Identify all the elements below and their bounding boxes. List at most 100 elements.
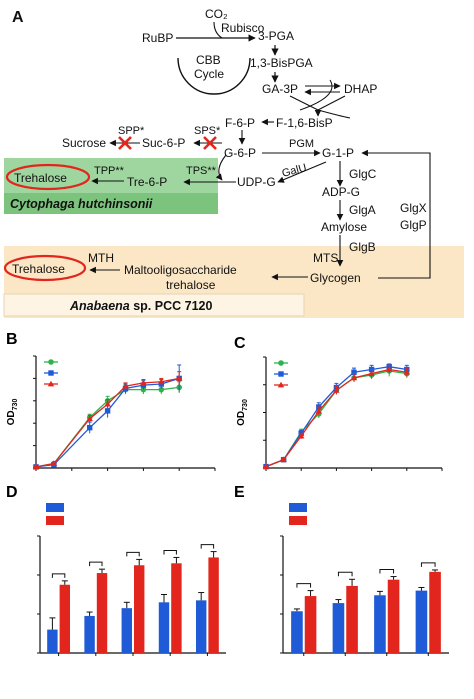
glgb-label: GlgB bbox=[349, 240, 376, 254]
panel-letter-c: C bbox=[234, 335, 246, 352]
adpg-label: ADP-G bbox=[322, 185, 360, 199]
ga3p-side-curve bbox=[299, 79, 333, 111]
growth-chart-c: OD730 bbox=[236, 356, 443, 471]
bar bbox=[374, 595, 386, 653]
data-point bbox=[403, 368, 410, 375]
bar bbox=[346, 585, 358, 653]
bar bbox=[121, 608, 132, 653]
legend-marker bbox=[48, 370, 54, 376]
data-point bbox=[87, 424, 93, 431]
spp-label: SPP* bbox=[118, 125, 145, 137]
data-point bbox=[32, 463, 40, 470]
significance-bracket bbox=[51, 573, 66, 578]
significance-bracket bbox=[89, 561, 103, 567]
data-point bbox=[262, 463, 270, 470]
glga-label: GlgA bbox=[349, 203, 376, 217]
bar bbox=[195, 600, 207, 653]
panel-letter-d: D bbox=[6, 484, 18, 501]
anabaena-label: Anabaena sp. PCC 7120 bbox=[69, 299, 212, 313]
malto-label-1: Maltooligosaccharide bbox=[124, 263, 237, 277]
bar bbox=[387, 579, 400, 653]
trehalose-bar-chart-d bbox=[37, 503, 226, 656]
g1p-label: G-1-P bbox=[322, 146, 354, 160]
trehalose-label-2: Trehalose bbox=[12, 262, 65, 276]
trehalose-highlight-2 bbox=[3, 254, 87, 282]
legend-marker bbox=[48, 359, 54, 365]
f16bisp-label: F-1,6-BisP bbox=[276, 116, 333, 130]
data-point bbox=[351, 369, 357, 375]
suc6p-label: Suc-6-P bbox=[142, 136, 185, 150]
dhap-label: DHAP bbox=[344, 82, 377, 96]
significance-bracket bbox=[379, 569, 395, 574]
malto-label-2: trehalose bbox=[166, 278, 216, 292]
cytophaga-label-bar bbox=[4, 193, 218, 214]
data-point bbox=[140, 386, 147, 393]
f6p-label: F-6-P bbox=[225, 116, 255, 130]
bar bbox=[158, 602, 170, 653]
bar bbox=[59, 584, 71, 653]
tre6p-label: Tre-6-P bbox=[127, 175, 167, 189]
legend-marker bbox=[47, 380, 55, 387]
glgp-label: GlgP bbox=[400, 218, 427, 232]
rubp-label: RuBP bbox=[142, 31, 173, 45]
bar bbox=[134, 565, 145, 653]
sps-label: SPS* bbox=[194, 125, 221, 137]
data-point bbox=[315, 407, 322, 414]
panel-letter-e: E bbox=[234, 484, 245, 501]
significance-bracket bbox=[296, 583, 312, 588]
cbb-cycle-arc bbox=[177, 57, 251, 95]
data-point bbox=[158, 386, 165, 393]
bar bbox=[291, 611, 303, 653]
bar bbox=[332, 603, 345, 653]
legend-marker bbox=[278, 371, 284, 377]
data-point bbox=[333, 387, 340, 393]
growth-chart-b: OD730 bbox=[6, 355, 216, 471]
pathway-diagram: A CO₂ Rubisco RuBP 3-PGA CBB Cycle 1,3-B… bbox=[3, 7, 464, 318]
data-point bbox=[368, 370, 375, 377]
series-line bbox=[35, 377, 180, 468]
panel-letter-b: B bbox=[6, 331, 18, 348]
bar bbox=[96, 573, 108, 653]
cytophaga-label: Cytophaga hutchinsonii bbox=[10, 197, 153, 211]
data-point bbox=[298, 432, 305, 439]
spp-knockout-mark bbox=[118, 136, 132, 150]
trehalose-highlight-1 bbox=[5, 163, 91, 191]
legend-swatch bbox=[289, 503, 307, 512]
significance-bracket bbox=[420, 562, 436, 567]
legend-swatch bbox=[46, 516, 64, 525]
data-point bbox=[280, 456, 287, 463]
glgx-label: GlgX bbox=[400, 201, 427, 215]
significance-bracket bbox=[126, 551, 140, 557]
g6p-to-tps-curve bbox=[215, 154, 227, 181]
tpp-label: TPP** bbox=[94, 165, 125, 177]
mts-label: MTS bbox=[313, 251, 338, 265]
data-point bbox=[104, 400, 111, 407]
bar bbox=[47, 629, 58, 653]
bar bbox=[171, 563, 182, 653]
pgm-label: PGM bbox=[289, 138, 314, 150]
cbb-label: CBB bbox=[196, 53, 221, 67]
udpg-label: UDP-G bbox=[237, 175, 276, 189]
co2-input bbox=[213, 21, 223, 39]
significance-bracket bbox=[163, 549, 177, 555]
pga3-label: 3-PGA bbox=[258, 29, 294, 43]
sucrose-label: Sucrose bbox=[62, 136, 106, 150]
trehalose-bar-chart-e bbox=[280, 503, 449, 656]
rubisco-label: Rubisco bbox=[221, 21, 265, 35]
data-point bbox=[386, 366, 393, 372]
ga3p-to-f16 bbox=[317, 109, 351, 119]
data-point bbox=[104, 408, 111, 414]
significance-bracket bbox=[200, 544, 215, 549]
glgc-label: GlgC bbox=[349, 167, 377, 181]
legend-swatch bbox=[46, 503, 64, 512]
g1p-to-udpg-arrow bbox=[277, 161, 327, 183]
data-point bbox=[140, 379, 147, 386]
series-line bbox=[265, 366, 407, 468]
mth-label: MTH bbox=[88, 251, 114, 265]
significance-bracket bbox=[337, 571, 353, 577]
data-point bbox=[86, 415, 93, 422]
sps-knockout-mark bbox=[203, 136, 217, 150]
legend-swatch bbox=[289, 516, 307, 525]
anabaena-label-bar bbox=[3, 293, 305, 317]
tps-label: TPS** bbox=[186, 165, 217, 177]
